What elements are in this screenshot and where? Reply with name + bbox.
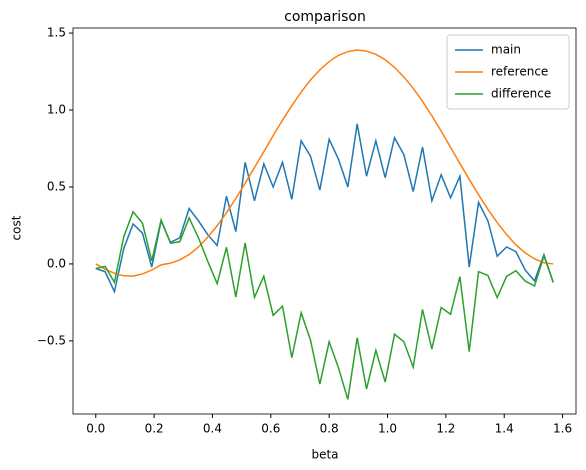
y-tick-label: 0.0	[47, 256, 66, 270]
series-line	[95, 49, 554, 277]
axes-frame	[72, 27, 577, 415]
x-tick-label: 0.0	[86, 422, 105, 436]
x-tick-label: 1.4	[495, 422, 514, 436]
legend-label: reference	[491, 65, 548, 79]
x-tick-label: 0.8	[320, 422, 339, 436]
series-line	[95, 210, 554, 400]
series-line	[95, 123, 554, 294]
x-tick-label: 1.2	[436, 422, 455, 436]
y-tick-label: 1.5	[47, 26, 66, 40]
y-tick-label: 0.5	[47, 179, 66, 193]
x-tick-label: 1.6	[553, 422, 572, 436]
x-tick-label: 0.4	[203, 422, 222, 436]
chart-title: comparison	[284, 9, 366, 25]
legend-box	[446, 34, 570, 110]
x-tick-label: 0.6	[261, 422, 280, 436]
x-tick-label: 0.2	[145, 422, 164, 436]
x-axis-label: beta	[311, 448, 338, 462]
y-tick-label: −0.5	[37, 333, 66, 347]
legend-label: main	[491, 43, 521, 57]
x-tick-label: 1.0	[378, 422, 397, 436]
y-tick-label: 1.0	[47, 103, 66, 117]
y-axis-label: cost	[10, 215, 24, 240]
legend-label: difference	[491, 87, 551, 101]
